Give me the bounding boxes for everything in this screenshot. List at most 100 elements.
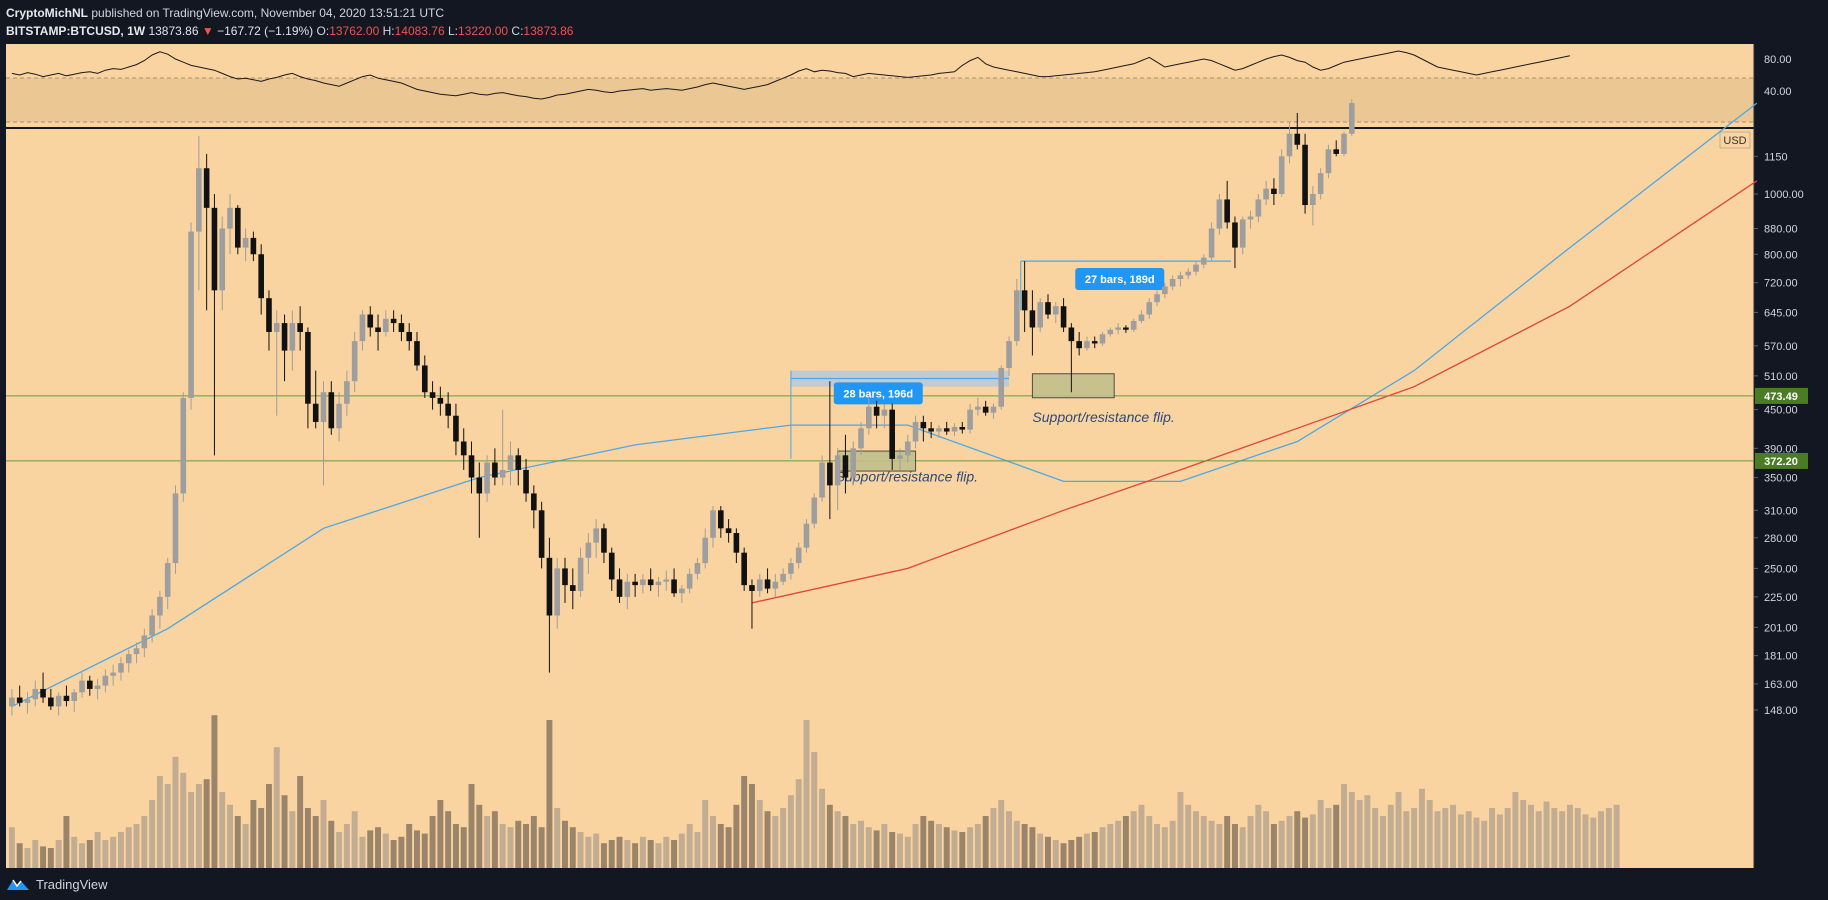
- volume-bar: [406, 824, 413, 868]
- level-price-label: 473.49: [1764, 391, 1798, 403]
- volume-bar: [1543, 801, 1550, 868]
- volume-bar: [554, 808, 561, 868]
- candle-up: [951, 427, 958, 432]
- candle-up: [1130, 320, 1137, 330]
- volume-bar: [242, 824, 249, 868]
- volume-bar: [803, 720, 810, 868]
- candle-up: [1177, 275, 1184, 279]
- volume-bar: [1473, 817, 1480, 868]
- volume-bar: [117, 832, 124, 868]
- volume-bar: [1605, 808, 1612, 868]
- volume-bar: [1512, 792, 1519, 868]
- candle-up: [71, 692, 78, 702]
- volume-bar: [1060, 843, 1067, 868]
- volume-bar: [515, 820, 522, 868]
- volume-bar: [1021, 824, 1028, 868]
- volume-bar: [1193, 811, 1199, 868]
- volume-bar: [725, 827, 732, 868]
- volume-bar: [468, 784, 475, 868]
- candle-down: [40, 688, 46, 698]
- candle-up: [484, 462, 490, 494]
- volume-bar: [1325, 808, 1332, 868]
- candle-up: [157, 596, 163, 616]
- candle-down: [920, 421, 927, 429]
- candle-up: [499, 469, 506, 478]
- author-name[interactable]: CryptoMichNL: [6, 6, 88, 20]
- volume-bar: [491, 811, 498, 868]
- chart-canvas[interactable]: 473.49 372.20 28 bars, 196d 27 bars, 189d S…: [0, 43, 1828, 868]
- volume-bar: [1590, 817, 1597, 868]
- volume-bar: [1489, 808, 1495, 868]
- volume-bar: [414, 830, 420, 868]
- candle-down: [258, 254, 264, 299]
- level-price-label: 372.20: [1764, 456, 1798, 468]
- candle-up: [1169, 278, 1176, 287]
- volume-bar: [343, 824, 350, 868]
- volume-bar: [1481, 820, 1488, 868]
- volume-bar: [1598, 811, 1605, 868]
- candle-down: [632, 581, 638, 586]
- volume-bar: [320, 800, 327, 868]
- candle-down: [601, 528, 607, 553]
- volume-bar: [281, 795, 288, 868]
- candlesticks: [9, 99, 1355, 716]
- candle-down: [959, 427, 966, 430]
- candle-up: [967, 409, 973, 430]
- candle-down: [741, 552, 747, 586]
- candle-down: [1302, 144, 1308, 206]
- volume-bar: [328, 820, 335, 868]
- high-label: H:: [382, 24, 395, 38]
- volume-bar: [133, 824, 140, 868]
- volume-bar: [1154, 824, 1161, 868]
- candle-up: [1185, 271, 1192, 276]
- candle-up: [1154, 294, 1160, 303]
- volume-bar: [375, 827, 381, 868]
- candle-up: [1239, 219, 1246, 248]
- rsi-tick-label: 40.00: [1764, 86, 1792, 98]
- candle-down: [928, 428, 934, 432]
- level-price-tag: [1755, 387, 1808, 404]
- candle-up: [585, 542, 592, 558]
- volume-bar: [227, 804, 233, 868]
- volume-bar: [40, 846, 47, 868]
- volume-bar: [63, 816, 70, 868]
- candle-up: [351, 341, 358, 382]
- candle-down: [460, 441, 467, 456]
- candle-down: [523, 469, 529, 494]
- candle-up: [79, 680, 85, 693]
- candle-down: [531, 493, 537, 511]
- level-price-tag: [1755, 452, 1808, 469]
- candle-down: [827, 462, 833, 486]
- volume-bar: [1387, 804, 1394, 868]
- currency-label: USD: [1723, 135, 1746, 147]
- symbol-label[interactable]: BITSTAMP:BTCUSD, 1W: [6, 24, 146, 38]
- candle-up: [936, 428, 942, 432]
- bars-label-2-box: [1075, 267, 1165, 290]
- volume-bar: [639, 836, 646, 868]
- high-value: 14083.76: [394, 24, 445, 38]
- candle-up: [858, 428, 864, 449]
- volume-bar: [437, 800, 444, 868]
- volume-bar: [219, 792, 226, 868]
- volume-bar: [1278, 820, 1285, 868]
- candle-down: [266, 298, 272, 332]
- publish-line: CryptoMichNL published on TradingView.co…: [6, 4, 1822, 22]
- tradingview-logo[interactable]: TradingView: [6, 874, 108, 894]
- flip-text-1: Support/resistance flip.: [836, 468, 978, 484]
- sma-red-line: [751, 180, 1758, 604]
- volume-bar: [1535, 811, 1542, 868]
- candle-up: [102, 675, 109, 686]
- candle-down: [647, 579, 654, 586]
- volume-bar: [935, 824, 942, 868]
- volume-bar: [741, 776, 748, 868]
- volume-bar: [125, 827, 132, 868]
- volume-bar: [16, 843, 23, 868]
- candle-up: [1014, 290, 1020, 342]
- volume-bar: [943, 827, 950, 868]
- last-price: 13873.86: [148, 24, 199, 38]
- volume-bar: [569, 827, 576, 868]
- candle-down: [1294, 133, 1301, 145]
- volume-bar: [1216, 824, 1223, 868]
- low-label: L:: [448, 24, 459, 38]
- price-tick-label: 250.00: [1764, 563, 1798, 575]
